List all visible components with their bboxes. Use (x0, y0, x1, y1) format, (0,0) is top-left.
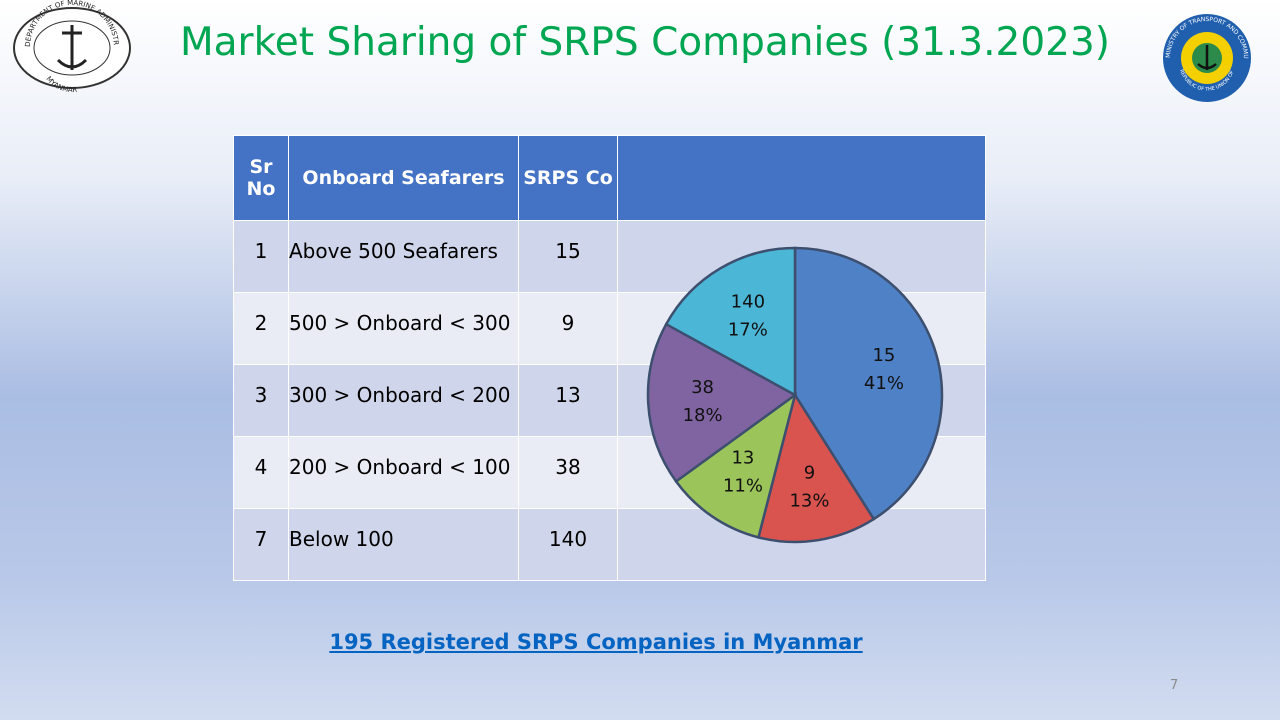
header-cell: Sr No (233, 135, 289, 221)
page-number: 7 (1170, 678, 1179, 693)
table-cell: 38 (518, 436, 618, 509)
svg-text:MINISTRY OF TRANSPORT AND COMM: MINISTRY OF TRANSPORT AND COMMUNICATIONS (0, 0, 1249, 59)
left-logo: DEPARTMENT OF MARINE ADMINISTRATION MYAN… (0, 0, 131, 94)
table-cell: Above 500 Seafarers (288, 220, 519, 293)
header-cell (617, 135, 986, 221)
slice-percent: 17% (728, 319, 768, 340)
slice-count: 15 (872, 345, 895, 366)
table-cell: 500 > Onboard < 300 (288, 292, 519, 365)
table-cell: 15 (518, 220, 618, 293)
slice-count: 140 (731, 291, 765, 312)
header-cell: SRPS Co (518, 135, 618, 221)
slice-percent: 18% (683, 405, 723, 426)
table-cell: 13 (518, 364, 618, 437)
slice-percent: 13% (789, 490, 829, 511)
table-cell: 9 (518, 292, 618, 365)
table-cell: 3 (233, 364, 289, 437)
table-row: 7 Below 100 140 (233, 508, 986, 581)
registered-link[interactable]: 195 Registered SRPS Companies in Myanmar (329, 630, 863, 654)
pie-slice (756, 391, 876, 544)
svg-text:REPUBLIC OF THE UNION OF MYANM: REPUBLIC OF THE UNION OF MYANMAR (0, 0, 1236, 93)
slice-count: 13 (731, 448, 754, 469)
table-cell: 2 (233, 292, 289, 365)
table-cell: Below 100 (288, 508, 519, 581)
slice-percent: 11% (723, 476, 763, 497)
slice-count: 38 (691, 377, 714, 398)
slice-percent: 41% (864, 373, 904, 394)
slide-title: Market Sharing of SRPS Companies (31.3.2… (179, 20, 1110, 65)
pie-slice (674, 391, 798, 539)
table-cell: 140 (518, 508, 618, 581)
pie-slice (664, 246, 797, 398)
pie-chart: 15 41% 9 13% 13 11% 38 18% 140 17% (646, 246, 944, 544)
right-logo: MINISTRY OF TRANSPORT AND COMMUNICATIONS… (0, 0, 1251, 102)
pie-slice (646, 322, 798, 484)
table-cell: 7 (233, 508, 289, 581)
logo-text: MINISTRY OF TRANSPORT AND COMMUNICATIONS (0, 0, 1249, 59)
slice-count: 9 (804, 462, 815, 483)
table-cell: 1 (233, 220, 289, 293)
table-cell: 300 > Onboard < 200 (288, 364, 519, 437)
logo-text: REPUBLIC OF THE UNION OF MYANMAR (0, 0, 1236, 93)
table-cell: 4 (233, 436, 289, 509)
